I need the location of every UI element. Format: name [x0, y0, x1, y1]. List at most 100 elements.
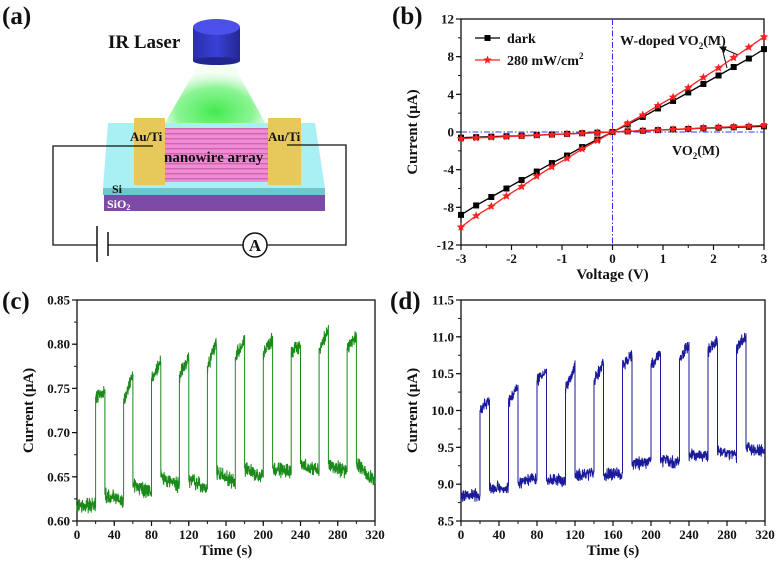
x-tick-label: 280	[328, 527, 348, 542]
y-tick-label: 8.5	[438, 514, 455, 529]
data-point-star	[577, 128, 587, 137]
data-point-star	[759, 120, 769, 129]
ammeter-label: A	[249, 236, 262, 255]
data-point-square	[503, 185, 510, 192]
y-tick-label: -8	[443, 200, 454, 215]
x-tick-label: 80	[531, 527, 544, 542]
y-tick-label: 8	[448, 49, 455, 64]
data-point-star	[471, 211, 481, 220]
legend-label-illuminated: 280 mW/cm2	[507, 51, 584, 69]
data-point-star	[744, 121, 754, 130]
plot-frame	[76, 299, 376, 522]
panel-label-b: (b)	[392, 3, 423, 30]
y-tick-label: 0	[448, 125, 455, 140]
data-point-star	[714, 122, 723, 131]
x-tick-label: -1	[557, 251, 568, 266]
annotation-vo2: VO2(M)	[672, 144, 720, 161]
y-axis-label: Current (μA)	[21, 368, 37, 453]
electrode-left	[134, 118, 165, 185]
si-layer	[103, 188, 325, 195]
y-tick-label: 10.5	[431, 366, 454, 381]
battery-icon	[96, 226, 109, 262]
nanowire-array	[165, 128, 268, 182]
data-point-star	[593, 136, 602, 145]
ir-laser-icon	[193, 19, 240, 65]
x-tick-label: 0	[74, 527, 81, 542]
y-tick-label: 11.5	[432, 293, 455, 308]
panel-b-iv-chart: (b) dark 280 mW/cm2 W-doped VO2(M) VO2(M…	[392, 3, 769, 283]
y-tick-label: 0.85	[47, 293, 70, 308]
legend-label-dark: dark	[507, 32, 536, 47]
data-point-star	[699, 123, 708, 132]
x-tick-label: 40	[493, 527, 506, 542]
panel-d-time-response-chart: (d) 0 40 80 120 160 200 240 280 320 8.5 9.0 9.5 10.0…	[390, 288, 775, 559]
data-point-star	[623, 126, 632, 135]
data-point-square	[670, 97, 677, 104]
data-point-star	[759, 32, 769, 41]
data-point-star	[502, 132, 511, 141]
x-tick-label: 200	[254, 527, 274, 542]
panel-a-device-schematic: (a) IR Laser Au/Ti Au/Ti nanowire array …	[2, 3, 347, 262]
data-point-square	[533, 168, 540, 175]
y-tick-label: 0.70	[47, 425, 70, 440]
data-point-square	[458, 211, 464, 218]
data-point-star	[577, 144, 587, 153]
y-tick-label: 10.0	[431, 403, 454, 418]
y-tick-label: -12	[437, 238, 454, 253]
data-point-square	[761, 46, 767, 53]
data-point-star	[487, 201, 496, 210]
data-point-square	[700, 80, 707, 87]
si-label: Si	[112, 182, 123, 196]
annotation-w-doped: W-doped VO2(M)	[620, 34, 726, 51]
data-point-star	[593, 128, 602, 137]
data-point-star	[668, 124, 678, 133]
x-tick-label: 240	[679, 527, 699, 542]
data-point-star	[562, 129, 572, 138]
y-axis-label: Current (μA)	[405, 89, 421, 174]
panel-label-c: (c)	[2, 288, 30, 315]
data-point-star	[714, 63, 723, 72]
x-axis-label: Time (s)	[587, 543, 640, 559]
x-tick-label: 160	[603, 527, 623, 542]
data-point-square	[654, 105, 661, 112]
y-axis-label: Current (μA)	[405, 368, 421, 453]
legend-item-dark: dark	[475, 32, 536, 47]
ammeter-icon: A	[242, 232, 268, 258]
data-point-star	[532, 130, 541, 139]
data-point-star	[668, 92, 678, 101]
data-point-star	[517, 131, 526, 140]
x-tick-label: 120	[179, 527, 199, 542]
y-tick-label: 11.0	[432, 329, 454, 344]
x-tick-label: 2	[710, 251, 717, 266]
y-tick-label: 0.75	[47, 381, 70, 396]
y-tick-label: 12	[441, 12, 454, 27]
legend-item-illuminated: 280 mW/cm2	[475, 51, 584, 69]
data-point-star	[456, 134, 466, 143]
data-point-star	[547, 130, 557, 139]
data-point-square	[488, 193, 495, 200]
y-tick-label: 9.0	[438, 477, 454, 492]
sio2-layer	[104, 195, 325, 211]
legend-marker-star	[483, 55, 492, 64]
data-point-star	[487, 132, 496, 141]
circuit-wires	[52, 144, 347, 246]
data-point-star	[608, 127, 617, 136]
laser-label: IR Laser	[108, 32, 181, 53]
x-tick-label: 320	[365, 527, 385, 542]
data-point-star	[653, 101, 663, 110]
x-tick-label: 40	[108, 527, 121, 542]
data-point-star	[562, 153, 572, 162]
electrode-right-label: Au/Ti	[268, 129, 301, 144]
y-tick-label: 4	[448, 87, 455, 102]
data-point-star	[729, 122, 738, 131]
data-point-star	[532, 171, 541, 180]
x-tick-label: 320	[755, 527, 775, 542]
data-point-star	[502, 191, 511, 200]
panel-label-d: (d)	[390, 288, 421, 315]
data-point-star	[547, 162, 557, 171]
data-point-square	[730, 64, 737, 71]
data-point-star	[623, 119, 632, 128]
laser-beam	[162, 62, 268, 128]
x-tick-label: 0	[458, 527, 465, 542]
data-point-star	[638, 126, 648, 135]
